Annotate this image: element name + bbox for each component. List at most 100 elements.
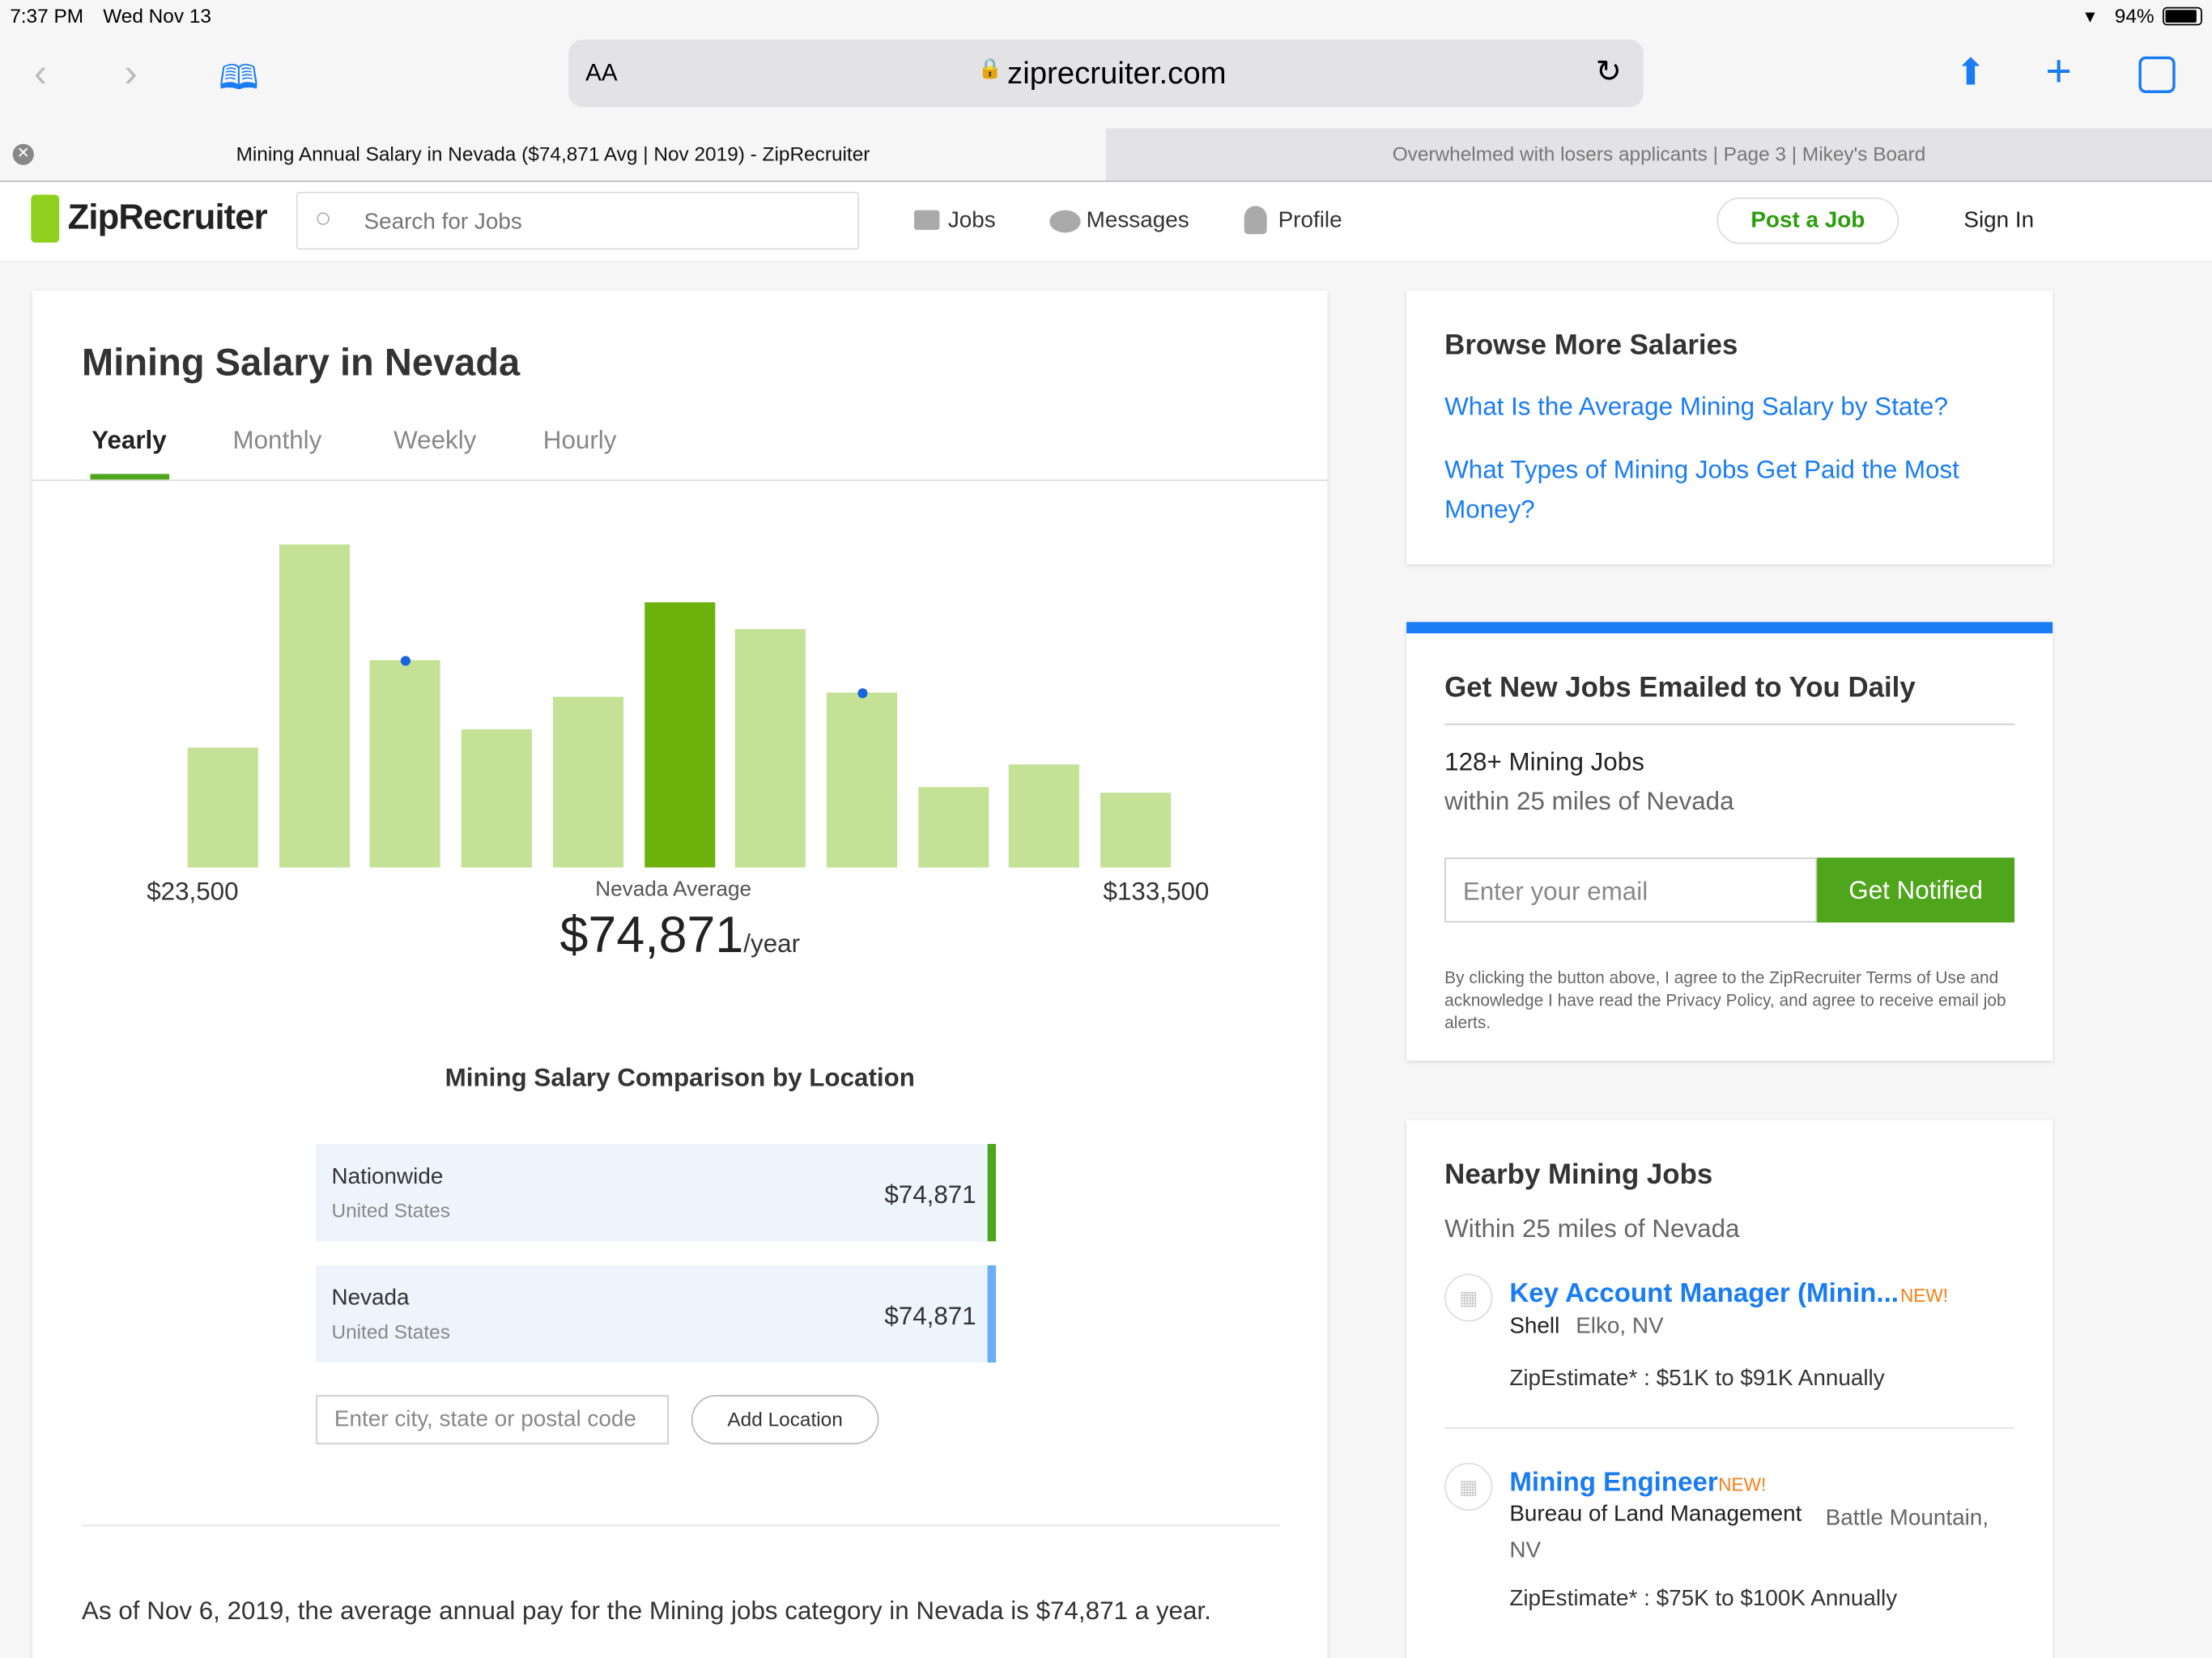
tab-active[interactable]: ✕ Mining Annual Salary in Nevada ($74,87… (0, 128, 1107, 181)
browse-link[interactable]: What Types of Mining Jobs Get Paid the M… (1444, 455, 1959, 524)
close-tab-icon[interactable]: ✕ (12, 143, 34, 165)
location-row: Nevada United States $74,871 (316, 1265, 997, 1363)
share-icon[interactable]: ⬆ (1955, 50, 1986, 93)
tab-active-indicator (90, 474, 170, 480)
alert-within: within 25 miles of Nevada (1444, 787, 1734, 816)
logo[interactable]: ZipRecruiter (67, 197, 268, 237)
average-salary: $74,871/year (32, 906, 1327, 965)
alert-count: 128+ Mining Jobs (1444, 747, 1644, 776)
histogram-marker (401, 656, 411, 667)
profile-icon (1244, 206, 1267, 235)
browse-salaries-card: Browse More Salaries What Is the Average… (1406, 290, 2053, 564)
tabs-icon[interactable] (2138, 56, 2176, 93)
histogram-marker (857, 688, 868, 699)
search-placeholder: Search for Jobs (364, 210, 522, 235)
min-salary-label: $23,500 (147, 877, 239, 906)
browser-toolbar: ‹ › 🕮 AA 🔒 ziprecruiter.com ↻ ⬆ + (0, 31, 2212, 130)
address-bar[interactable]: AA 🔒 ziprecruiter.com ↻ (568, 39, 1644, 108)
histogram-bar (826, 693, 897, 868)
histogram-bar (370, 661, 441, 868)
location-name: Nevada (331, 1286, 410, 1311)
email-input[interactable]: Enter your email (1444, 857, 1818, 923)
location-salary: $74,871 (884, 1302, 976, 1331)
status-date: Wed Nov 13 (103, 4, 211, 28)
nav-profile[interactable]: Profile (1278, 208, 1342, 233)
salary-card: Mining Salary in Nevada Yearly Monthly W… (32, 290, 1328, 1658)
site-header: ZipRecruiter ○ Search for Jobs Jobs Mess… (0, 181, 2212, 263)
back-icon[interactable]: ‹ (33, 50, 48, 95)
search-input[interactable]: ○ Search for Jobs (296, 191, 860, 250)
histogram-bar (917, 786, 989, 868)
location-input[interactable]: Enter city, state or postal code (316, 1395, 669, 1445)
tab-title: Mining Annual Salary in Nevada ($74,871 … (236, 142, 870, 165)
battery-level: 94% (2114, 4, 2155, 28)
job-listing[interactable]: ▦ Mining Engineer NEW! Bureau of Land Ma… (1406, 1459, 2052, 1656)
job-title[interactable]: Key Account Manager (Minin... (1509, 1279, 1899, 1309)
location-salary: $74,871 (884, 1180, 976, 1209)
forward-icon[interactable]: › (124, 50, 138, 95)
comparison-title: Mining Salary Comparison by Location (445, 1063, 915, 1092)
job-estimate: ZipEstimate* : $51K to $91K Annually (1509, 1367, 1885, 1391)
histogram-bar (279, 544, 350, 868)
histogram-bar (461, 728, 533, 868)
average-unit: /year (743, 929, 801, 959)
job-location: Elko, NV (1576, 1314, 1664, 1339)
company-building-icon: ▦ (1444, 1462, 1493, 1511)
search-icon: ○ (314, 202, 332, 235)
sign-in-link[interactable]: Sign In (1963, 208, 2035, 233)
alert-disclaimer: By clicking the button above, I agree to… (1444, 967, 2006, 1033)
histogram-bar (735, 628, 806, 868)
nav-messages[interactable]: Messages (1086, 208, 1189, 233)
browse-link[interactable]: What Is the Average Mining Salary by Sta… (1444, 392, 1948, 421)
company-building-icon: ▦ (1444, 1273, 1493, 1322)
messages-icon (1049, 210, 1081, 233)
location-country: United States (331, 1320, 450, 1343)
histogram-bar (1009, 763, 1080, 868)
nav-jobs[interactable]: Jobs (947, 208, 996, 233)
tab-yearly[interactable]: Yearly (91, 426, 167, 455)
alert-title: Get New Jobs Emailed to You Daily (1444, 673, 1916, 704)
location-country: United States (331, 1198, 450, 1222)
salary-histogram (187, 517, 1176, 868)
browse-title: Browse More Salaries (1444, 329, 1738, 362)
location-bar (987, 1265, 997, 1363)
tab-monthly[interactable]: Monthly (232, 426, 322, 455)
job-listing[interactable]: ▦ Key Account Manager (Minin... NEW! She… (1406, 1269, 2052, 1425)
new-badge: NEW! (1718, 1473, 1767, 1495)
text-size-button[interactable]: AA (585, 59, 618, 87)
new-tab-icon[interactable]: + (2045, 45, 2072, 96)
bookmarks-icon[interactable]: 🕮 (219, 59, 259, 98)
new-badge: NEW! (1899, 1285, 1949, 1307)
job-company: Shell (1509, 1314, 1560, 1339)
url-text: ziprecruiter.com (1007, 54, 1227, 91)
histogram-bar (1100, 793, 1172, 868)
tab-title: Overwhelmed with losers applicants | Pag… (1392, 142, 1926, 165)
job-estimate: ZipEstimate* : $75K to $100K Annually (1509, 1587, 1898, 1611)
get-notified-button[interactable]: Get Notified (1817, 857, 2015, 923)
nearby-title: Nearby Mining Jobs (1444, 1159, 1713, 1191)
location-name: Nationwide (331, 1165, 444, 1189)
add-location-button[interactable]: Add Location (691, 1395, 879, 1445)
job-company: Bureau of Land Management (1509, 1502, 1802, 1527)
job-location: Battle Mountain, NV (1509, 1506, 1989, 1563)
job-title[interactable]: Mining Engineer (1509, 1468, 1718, 1499)
wifi-icon: ▾ (2085, 4, 2095, 28)
tab-weekly[interactable]: Weekly (393, 426, 477, 455)
histogram-bar (644, 602, 715, 868)
salary-summary: As of Nov 6, 2019, the average annual pa… (82, 1596, 1211, 1626)
jobs-icon (914, 210, 940, 231)
status-time: 7:37 PM (10, 4, 84, 28)
location-bar (987, 1144, 997, 1242)
location-row: Nationwide United States $74,871 (316, 1144, 997, 1242)
tab-hourly[interactable]: Hourly (542, 426, 617, 455)
histogram-bar (552, 696, 623, 868)
job-alert-card: Get New Jobs Emailed to You Daily 128+ M… (1406, 622, 2053, 1061)
average-value: $74,871 (559, 905, 744, 964)
page-title: Mining Salary in Nevada (82, 341, 521, 384)
tab-inactive[interactable]: Overwhelmed with losers applicants | Pag… (1106, 128, 2212, 181)
lock-icon: 🔒 (977, 56, 1002, 79)
reload-icon[interactable]: ↻ (1595, 53, 1622, 89)
histogram-bar (187, 747, 258, 868)
logo-chair-icon (31, 194, 60, 243)
post-job-button[interactable]: Post a Job (1716, 197, 1899, 244)
